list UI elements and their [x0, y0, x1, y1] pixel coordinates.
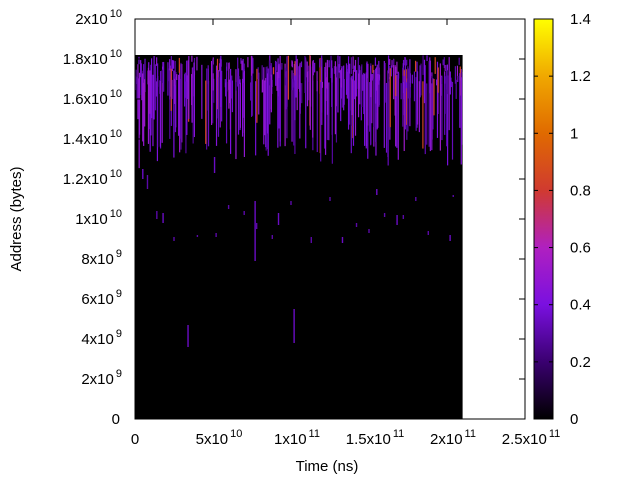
colorbar-tick-label: 0.4: [570, 297, 591, 314]
colorbar-gradient: [533, 18, 554, 420]
colorbar-tick-label: 0.6: [570, 240, 591, 257]
y-tick-label: 1.6x10 10: [63, 88, 122, 108]
y-tick-label: 1x10 10: [75, 208, 122, 228]
y-tick-label: 1.4x10 10: [63, 128, 122, 148]
y-tick-label: 1.2x10 10: [63, 168, 122, 188]
y-tick-label: 8x10 9: [81, 248, 122, 268]
y-axis-label: Address (bytes): [8, 166, 25, 271]
x-tick-label: 0: [131, 431, 139, 448]
colorbar-tick-label: 1.2: [570, 68, 591, 85]
heatmap-background: [135, 55, 463, 419]
y-tick-label: 4x10 9: [81, 328, 122, 348]
colorbar: 0 0.2 0.4 0.6 0.8 1 1.2 1.4: [533, 11, 591, 428]
x-axis-label: Time (ns): [296, 458, 359, 475]
y-tick-label: 2x10 9: [81, 368, 122, 388]
y-tick-label: 1.8x10 10: [63, 48, 122, 68]
plot-area: [134, 18, 526, 420]
colorbar-tick-label: 0.8: [570, 182, 591, 199]
x-tick-label: 1.5x10 11: [346, 428, 404, 448]
colorbar-tick-label: 0: [570, 411, 578, 428]
y-tick-label: 6x10 9: [81, 288, 122, 308]
y-tick-label: 0: [112, 411, 120, 428]
x-axis: 0 5x10 10 1x10 11 1.5x10 11 2x10 11 2.5x10 11: [131, 19, 560, 448]
x-tick-label: 5x10 10: [196, 428, 243, 448]
colorbar-tick-label: 1: [570, 125, 578, 142]
x-tick-label: 2x10 11: [430, 428, 476, 448]
colorbar-tick-label: 1.4: [570, 11, 591, 28]
y-axis: 0 2x10 9 4x10 9 6x10 9 8x10 9 1x10 10 1.2x10 10 1.4x1…: [63, 8, 525, 428]
x-tick-label: 1x10 11: [274, 428, 320, 448]
x-tick-label: 2.5x10 11: [502, 428, 560, 448]
y-tick-label: 2x10 10: [75, 8, 122, 28]
colorbar-tick-label: 0.2: [570, 354, 591, 371]
